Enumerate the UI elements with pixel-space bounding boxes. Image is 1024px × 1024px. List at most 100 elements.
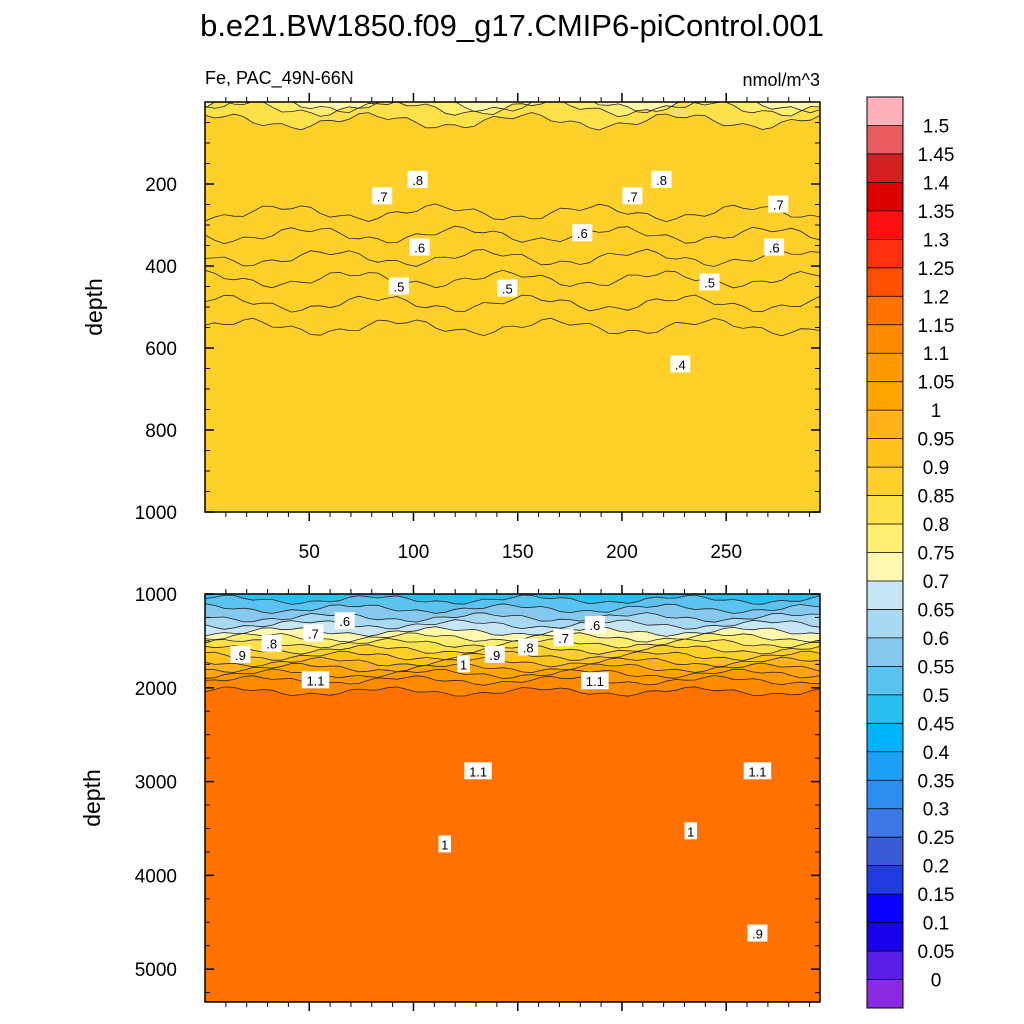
contour-label: .5 xyxy=(502,282,513,297)
colorbar-label: 1.25 xyxy=(918,259,955,280)
contour-band xyxy=(205,686,820,1002)
contour-label-box xyxy=(670,355,691,373)
colorbar-label: 0.45 xyxy=(918,714,955,735)
colorbar-box xyxy=(867,495,903,525)
colorbar-label: 0.8 xyxy=(923,515,949,536)
colorbar-box xyxy=(867,808,903,838)
contour-label: .8 xyxy=(412,173,423,188)
x-tick-label: 150 xyxy=(502,542,534,563)
colorbar-label: 0.6 xyxy=(923,629,949,650)
colorbar-box xyxy=(867,894,903,923)
contour-label-box xyxy=(230,645,251,663)
colorbar-label: 1.1 xyxy=(923,344,949,365)
contour-label: .5 xyxy=(704,275,715,290)
contour-label-box xyxy=(572,224,593,242)
contour-line xyxy=(205,612,820,623)
chart-title: b.e21.BW1850.f09_g17.CMIP6-piControl.001 xyxy=(200,8,824,43)
colorbar-box xyxy=(867,410,903,440)
contour-line xyxy=(205,603,820,614)
contour-line xyxy=(205,594,820,605)
contour-label-box xyxy=(581,672,609,690)
x-tick-label: 250 xyxy=(710,542,742,563)
contour-label: .8 xyxy=(266,637,277,652)
colorbar-box xyxy=(867,951,903,980)
y-tick-label: 1000 xyxy=(135,503,177,524)
y-tick-label: 4000 xyxy=(135,866,177,887)
contour-label: .9 xyxy=(489,648,500,663)
colorbar-label: 0.75 xyxy=(918,544,955,565)
contour-label: .6 xyxy=(577,226,588,241)
colorbar-box xyxy=(867,324,903,354)
colorbar-label: 0.55 xyxy=(918,657,955,678)
contour-label-box xyxy=(261,634,282,652)
y-tick-label: 600 xyxy=(145,339,177,360)
contour-label: .7 xyxy=(558,631,569,646)
contour-label: .6 xyxy=(414,241,425,256)
contour-label-box xyxy=(372,187,393,205)
x-tick-label: 50 xyxy=(299,542,320,563)
contour-label-box xyxy=(699,273,720,291)
contour-line xyxy=(205,102,820,114)
contour-label-box xyxy=(484,645,505,663)
lower-contour-lines xyxy=(205,594,820,697)
y-tick-label: 800 xyxy=(145,421,177,442)
colorbar-label: 0.9 xyxy=(923,458,949,479)
colorbar-label: 1.45 xyxy=(918,145,955,166)
lower-contour-fill xyxy=(205,594,820,1002)
x-tick-label: 200 xyxy=(606,542,638,563)
contour-label: .7 xyxy=(773,198,784,213)
contour-label: .7 xyxy=(308,626,319,641)
colorbar-box xyxy=(867,239,903,269)
contour-band xyxy=(205,112,820,512)
colorbar-label: 0.85 xyxy=(918,487,955,508)
contour-line xyxy=(205,662,820,674)
contour-label-box xyxy=(518,638,539,656)
contour-label: 1.1 xyxy=(748,764,766,779)
colorbar-box xyxy=(867,125,903,155)
colorbar-label: 0.05 xyxy=(918,942,955,963)
contour-label-box xyxy=(301,671,330,689)
contour-label-box xyxy=(553,629,574,647)
colorbar-label: 0.35 xyxy=(918,771,955,792)
contour-label-box xyxy=(743,762,772,780)
colorbar-label: 0.4 xyxy=(923,743,950,764)
colorbar-label: 0.7 xyxy=(923,572,949,593)
y-tick-label: 2000 xyxy=(135,679,177,700)
colorbar-label: 0.25 xyxy=(918,828,955,849)
contour-line xyxy=(205,656,820,668)
contour-label: .6 xyxy=(339,614,350,629)
contour-label: .8 xyxy=(523,640,534,655)
colorbar-box xyxy=(867,267,903,297)
colorbar-label: 0 xyxy=(931,971,942,992)
contour-label-box xyxy=(651,170,672,188)
contour-label-box xyxy=(303,624,324,642)
contour-label: .5 xyxy=(393,280,404,295)
colorbar-label: 1.5 xyxy=(923,116,949,137)
colorbar-box xyxy=(867,666,903,696)
contour-line xyxy=(205,686,820,697)
colorbar-box xyxy=(867,381,903,411)
colorbar-label: 1.35 xyxy=(918,202,955,223)
colorbar-box xyxy=(867,467,903,496)
y-tick-label: 1000 xyxy=(135,585,177,606)
colorbar-box xyxy=(867,694,903,724)
colorbar-box xyxy=(867,751,903,781)
contour-line xyxy=(205,294,820,313)
contour-line xyxy=(205,112,820,131)
contour-label: .9 xyxy=(235,648,246,663)
colorbar-box xyxy=(867,524,903,553)
x-tick-label: 100 xyxy=(398,542,430,563)
y-tick-label: 3000 xyxy=(135,773,177,794)
upper-contour-fill xyxy=(205,102,820,512)
contour-label: 1.1 xyxy=(306,673,324,688)
colorbar-box xyxy=(867,580,903,610)
colorbar-box xyxy=(867,296,903,326)
colorbar-box xyxy=(867,353,903,383)
contour-label-box xyxy=(684,822,697,840)
colorbar-box xyxy=(867,865,903,895)
colorbar-box xyxy=(867,97,903,126)
contour-label-box xyxy=(457,655,470,673)
contour-label-box xyxy=(747,924,768,942)
colorbar-label: 1.4 xyxy=(923,173,950,194)
contour-line xyxy=(205,644,820,655)
